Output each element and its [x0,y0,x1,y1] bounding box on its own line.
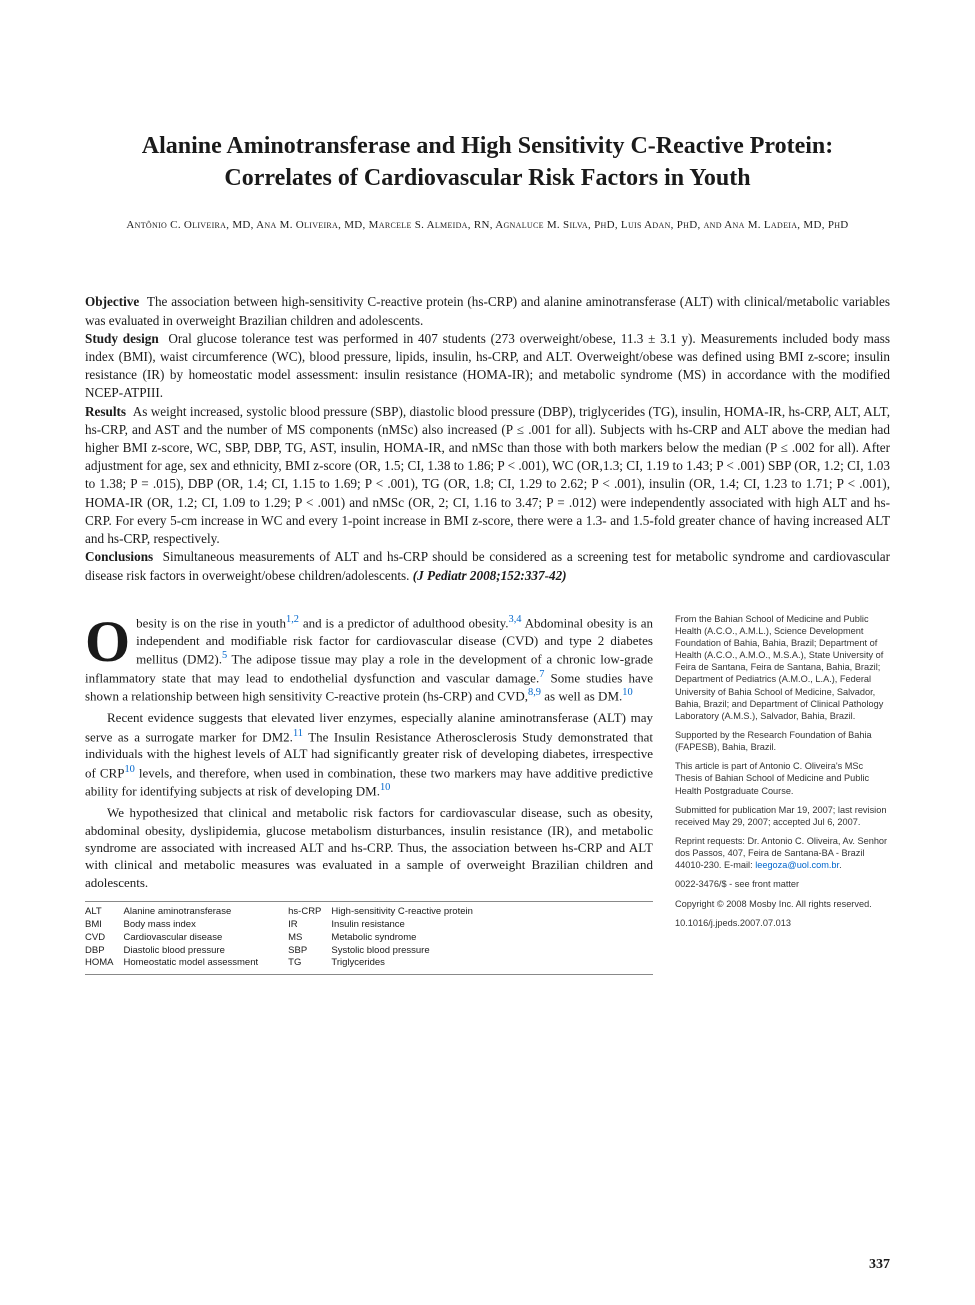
support-text: Supported by the Research Foundation of … [675,729,890,753]
abbrev-key: ALT [85,906,114,919]
ref-link[interactable]: 8,9 [528,687,541,698]
email-link[interactable]: leegoza@uol.com.br [755,860,839,870]
abbrev-key: IR [288,919,321,932]
abbrev-value: Cardiovascular disease [124,932,259,945]
ref-link[interactable]: 1,2 [286,614,299,625]
copyright-text: Copyright © 2008 Mosby Inc. All rights r… [675,898,890,910]
paragraph-1: Obesity is on the rise in youth1,2 and i… [85,613,653,705]
page-number: 337 [869,1257,890,1273]
abbrev-value: Insulin resistance [331,919,473,932]
conclusions-label: Conclusions [85,549,153,564]
dropcap: O [85,613,136,666]
journal-citation: (J Pediatr 2008;152:337-42) [413,568,567,583]
main-column: Obesity is on the rise in youth1,2 and i… [85,613,653,975]
abbrev-value: Metabolic syndrome [331,932,473,945]
ref-link[interactable]: 10 [380,782,390,793]
objective-label: Objective [85,294,139,309]
abbrev-key: BMI [85,919,114,932]
abbrev-key: SBP [288,945,321,958]
abbrev-value: High-sensitivity C-reactive protein [331,906,473,919]
studydesign-label: Study design [85,331,159,346]
abbrev-value: Diastolic blood pressure [124,945,259,958]
abbrev-key: TG [288,957,321,970]
issn-text: 0022-3476/$ - see front matter [675,878,890,890]
ref-link[interactable]: 11 [293,728,303,739]
studydesign-text: Oral glucose tolerance test was performe… [85,331,890,401]
ref-link[interactable]: 10 [622,687,632,698]
abbrev-value: Alanine aminotransferase [124,906,259,919]
abbrev-key: CVD [85,932,114,945]
author-list: Antônio C. Oliveira, MD, Ana M. Oliveira… [85,217,890,234]
abbreviation-table: ALTBMICVDDBPHOMA Alanine aminotransferas… [85,901,653,975]
abbrev-col-left: ALTBMICVDDBPHOMA Alanine aminotransferas… [85,906,258,970]
abbrev-value: Systolic blood pressure [331,945,473,958]
article-title: Alanine Aminotransferase and High Sensit… [85,130,890,195]
ref-link[interactable]: 10 [124,764,134,775]
abbrev-key: HOMA [85,957,114,970]
submission-dates: Submitted for publication Mar 19, 2007; … [675,804,890,828]
abbrev-value: Body mass index [124,919,259,932]
doi-text: 10.1016/j.jpeds.2007.07.013 [675,917,890,929]
abbrev-value: Triglycerides [331,957,473,970]
abbrev-key: DBP [85,945,114,958]
abbrev-col-right: hs-CRPIRMSSBPTG High-sensitivity C-react… [288,906,473,970]
paragraph-2: Recent evidence suggests that elevated l… [85,709,653,800]
abbrev-key: hs-CRP [288,906,321,919]
thesis-note: This article is part of Antonio C. Olive… [675,760,890,796]
paragraph-3: We hypothesized that clinical and metabo… [85,804,653,891]
abbrev-value: Homeostatic model assessment [124,957,259,970]
results-text: As weight increased, systolic blood pres… [85,404,890,547]
sidebar-column: From the Bahian School of Medicine and P… [675,613,890,936]
abbrev-key: MS [288,932,321,945]
reprint-requests: Reprint requests: Dr. Antonio C. Oliveir… [675,835,890,871]
abstract-block: Objective The association between high-s… [85,293,890,585]
objective-text: The association between high-sensitivity… [85,294,890,327]
ref-link[interactable]: 3,4 [509,614,522,625]
affiliation-text: From the Bahian School of Medicine and P… [675,613,890,722]
results-label: Results [85,404,126,419]
